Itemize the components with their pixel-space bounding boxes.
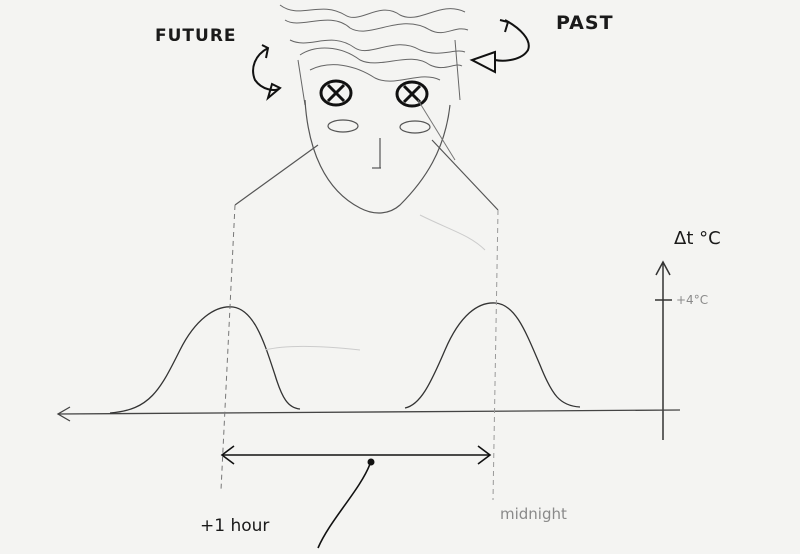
future-guide-dashed [220,204,236,491]
right-eye-crossed-icon [395,80,429,108]
future-label: FUTURE [155,26,237,46]
span-pointer-line [317,463,371,549]
hair-scribble [279,4,469,106]
face-outline [234,99,499,214]
left-eye-crossed-icon [319,79,353,107]
future-temperature-curve [109,306,301,414]
midnight-label: midnight [500,505,567,523]
left-cheek [327,119,359,133]
plus-four-label: +4°C [676,293,709,307]
gaze-line [417,99,456,161]
right-cheek [399,120,431,134]
past-arrow-icon [469,19,530,74]
plus-one-hour-label: +1 hour [200,516,270,536]
span-midpoint-dot [367,458,375,466]
delta-t-axis [655,260,672,440]
past-label: PAST [556,12,614,34]
delta-t-label: Δt °C [674,228,721,249]
time-span-double-arrow [220,445,492,465]
future-arrow-icon [252,44,282,101]
past-temperature-curve [404,302,581,409]
time-axis [56,406,681,422]
past-guide-dashed [492,209,499,501]
faint-erased-marks [264,214,486,351]
